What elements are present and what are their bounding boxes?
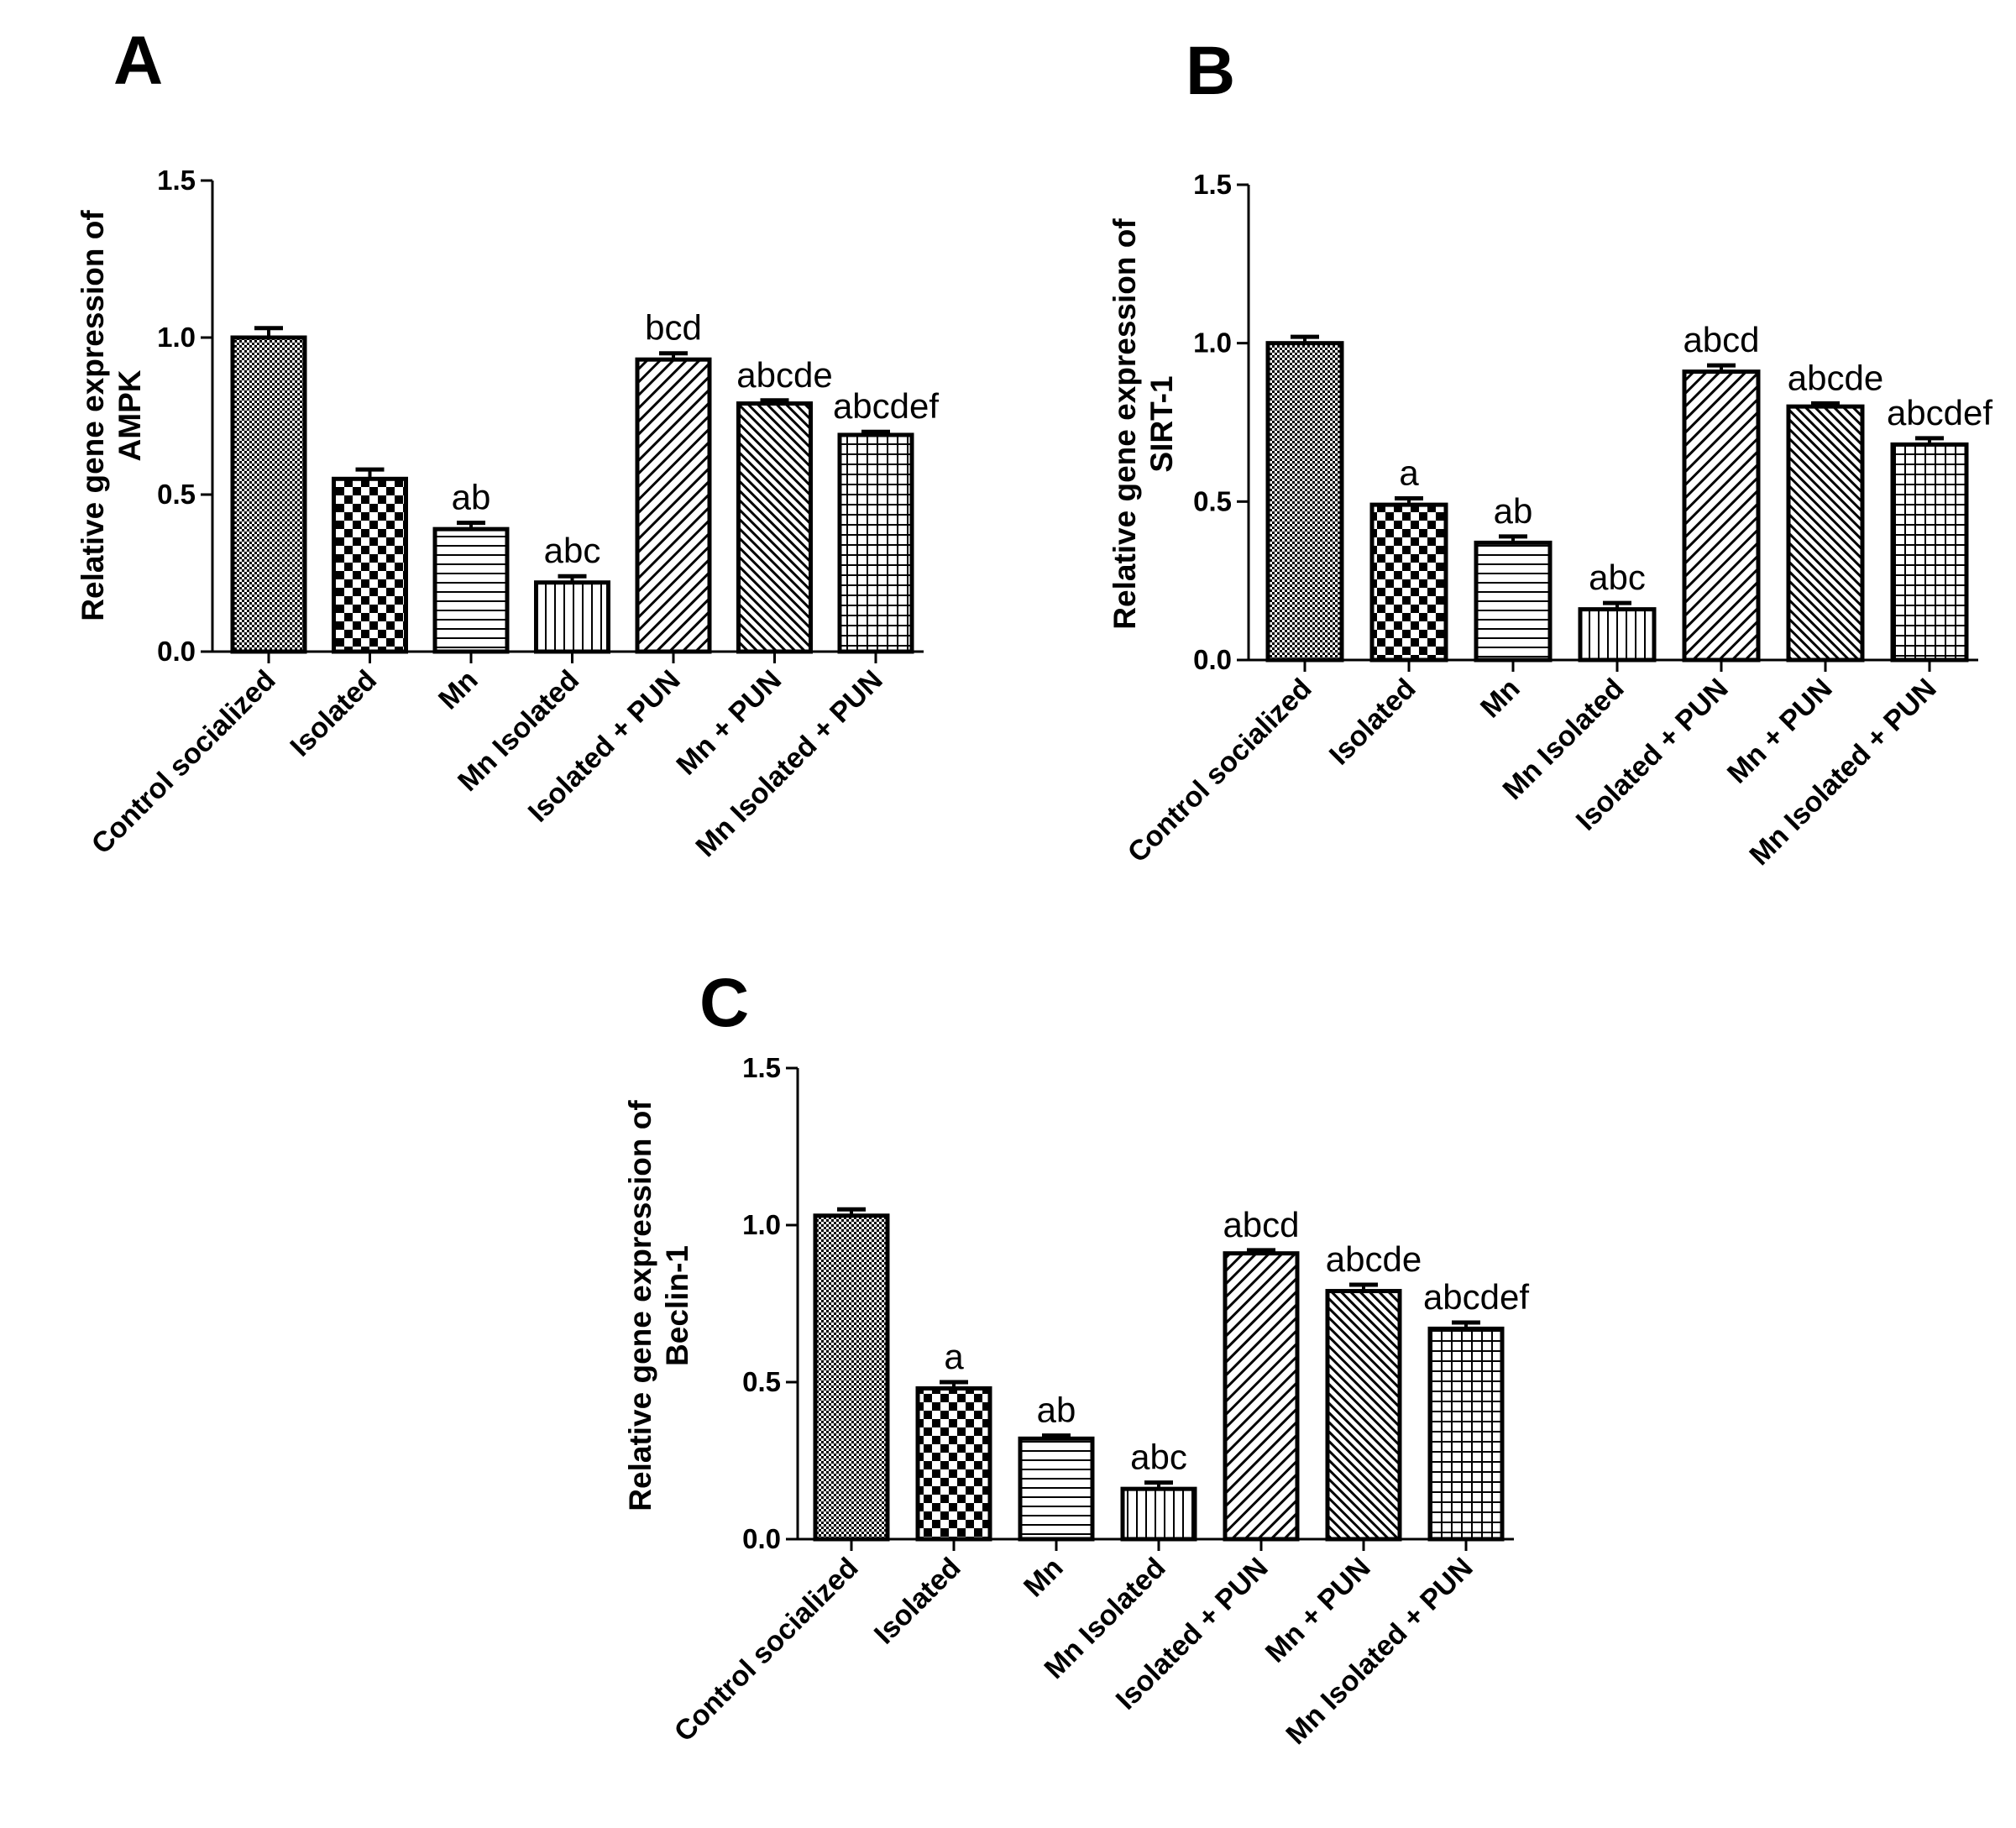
bar (534, 580, 610, 654)
bar (1325, 1289, 1402, 1542)
y-axis-label-line-2: AMPK (113, 369, 147, 461)
category-label: Mn (432, 664, 484, 716)
bar (1223, 1251, 1300, 1542)
panel-b: B Relative gene expression ofSIRT-1 0.0 0.5… (1107, 33, 1992, 872)
category-label: Mn Isolated + PUN (1743, 673, 1942, 872)
bar (230, 335, 307, 654)
bar (1474, 540, 1553, 663)
y-axis-label: Relative gene expression ofBeclin-1 (623, 1100, 694, 1511)
significance-label: abcde (1326, 1239, 1422, 1279)
y-tick-label: 0.0 (157, 636, 196, 667)
significance-label: abcdef (1887, 393, 1992, 432)
bar (332, 476, 408, 654)
bar (635, 357, 712, 654)
category-label: Control socialized (1122, 673, 1318, 869)
category-label: Isolated (868, 1552, 967, 1651)
category-label: Mn Isolated + PUN (1280, 1552, 1479, 1751)
y-axis-label-line-1: Relative gene expression of (1107, 218, 1142, 630)
bar (1682, 369, 1761, 663)
y-axis-label: Relative gene expression ofAMPK (76, 210, 147, 621)
bar (1578, 607, 1657, 663)
panel-a: A Relative gene expression ofAMPK 0.0 0.5 1.… (76, 23, 939, 863)
y-tick-label: 1.5 (1193, 169, 1232, 200)
y-tick-label: 1.0 (157, 322, 196, 353)
bar (736, 401, 813, 654)
category-label: Control socialized (668, 1552, 865, 1748)
significance-label: ab (452, 478, 491, 517)
significance-label: abc (544, 531, 601, 570)
bar (1265, 341, 1344, 663)
y-tick-label: 1.0 (1193, 327, 1232, 359)
category-label: Control socialized (86, 664, 282, 861)
panel-label: C (699, 965, 749, 1041)
bar (813, 1213, 890, 1542)
bar (1018, 1436, 1095, 1542)
y-tick-label: 0.0 (1193, 644, 1232, 675)
significance-label: abc (1589, 558, 1646, 597)
y-axis-label-line-1: Relative gene expression of (76, 210, 110, 621)
bar (1120, 1486, 1197, 1542)
category-label: Mn (1474, 673, 1526, 725)
significance-label: a (1399, 453, 1419, 493)
significance-label: abc (1130, 1438, 1187, 1477)
category-label: Mn Isolated + PUN (689, 664, 888, 863)
bar (1786, 404, 1865, 663)
category-label: Mn (1018, 1552, 1070, 1604)
significance-label: abcde (1788, 358, 1883, 397)
bar (915, 1385, 992, 1542)
panel-label: A (113, 23, 163, 99)
y-tick-label: 1.5 (157, 165, 196, 196)
significance-label: bcd (645, 308, 702, 348)
panel-label: B (1186, 33, 1235, 109)
y-tick-label: 1.5 (742, 1052, 781, 1083)
significance-label: a (944, 1337, 964, 1376)
y-tick-label: 0.5 (157, 479, 196, 510)
bar (837, 432, 914, 654)
significance-label: abcdef (833, 386, 939, 426)
y-tick-label: 0.5 (742, 1366, 781, 1397)
y-tick-label: 0.0 (742, 1523, 781, 1554)
y-axis-label-line-2: SIRT-1 (1144, 375, 1179, 472)
y-tick-label: 1.0 (742, 1209, 781, 1240)
category-label: Isolated (1323, 673, 1422, 772)
y-tick-label: 0.5 (1193, 485, 1232, 516)
y-axis-label: Relative gene expression ofSIRT-1 (1107, 218, 1179, 630)
significance-label: abcd (1223, 1205, 1299, 1244)
significance-label: abcdef (1423, 1277, 1529, 1317)
category-label: Isolated (284, 664, 383, 763)
bar (1427, 1326, 1505, 1542)
y-axis-label-line-1: Relative gene expression of (623, 1100, 657, 1511)
y-axis-label-line-2: Beclin-1 (660, 1245, 694, 1366)
significance-label: abcde (736, 355, 832, 395)
bar (1369, 502, 1448, 663)
significance-label: abcd (1683, 320, 1759, 359)
significance-label: ab (1494, 491, 1533, 531)
bar (432, 526, 510, 654)
bar (1890, 442, 1969, 663)
significance-label: ab (1037, 1391, 1076, 1430)
